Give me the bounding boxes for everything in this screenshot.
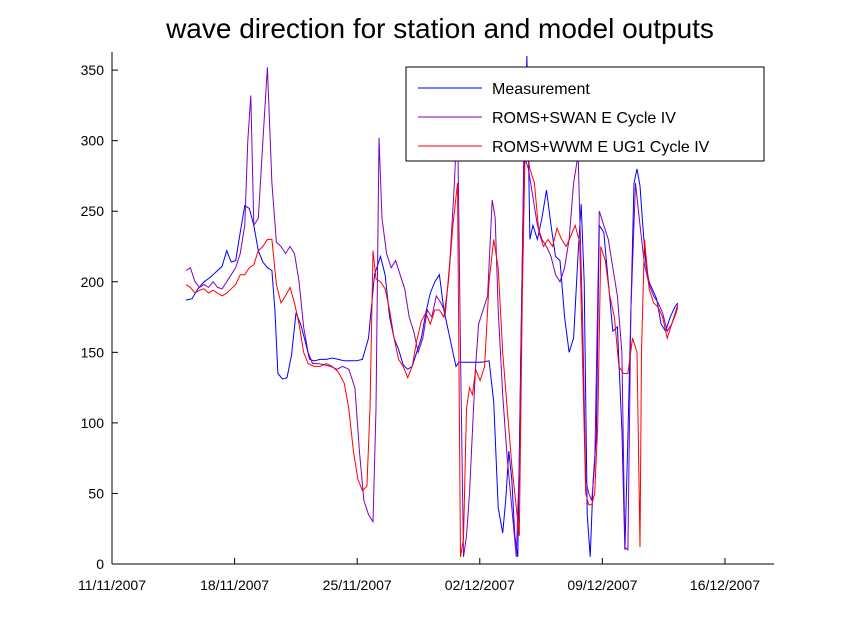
y-tick-label: 100 (81, 415, 105, 431)
plot-area (185, 55, 679, 557)
x-tick-label: 18/11/2007 (200, 577, 269, 593)
legend-label-2: ROMS+SWAN E Cycle IV (492, 110, 676, 127)
y-tick-label: 200 (81, 274, 105, 290)
x-tick-label: 16/12/2007 (690, 577, 760, 593)
legend-box (405, 66, 765, 162)
y-tick-label: 350 (81, 62, 105, 78)
y-tick-label: 50 (88, 485, 104, 501)
chart-title: wave direction for station and model out… (165, 13, 714, 44)
legend-label-3: ROMS+WWM E UG1 Cycle IV (492, 139, 710, 156)
x-tick-label: 09/12/2007 (567, 577, 637, 593)
series-line-3 (185, 140, 679, 557)
x-tick-label: 02/12/2007 (445, 577, 515, 593)
y-tick-label: 150 (81, 344, 105, 360)
legend-label-1: Measurement (492, 81, 590, 98)
series-line-1 (185, 55, 679, 557)
x-tick-label: 25/11/2007 (323, 577, 392, 593)
y-tick-label: 0 (96, 556, 104, 572)
x-tick-label: 11/11/2007 (78, 577, 146, 593)
y-tick-label: 250 (81, 203, 105, 219)
axes: 0 50 100 150 200 250 300 350 11/11/2007 18/11/200… (78, 52, 774, 593)
y-tick-label: 300 (81, 133, 105, 149)
legend: Measurement ROMS+SWAN E Cycle IV ROMS+WWM … (405, 66, 765, 162)
